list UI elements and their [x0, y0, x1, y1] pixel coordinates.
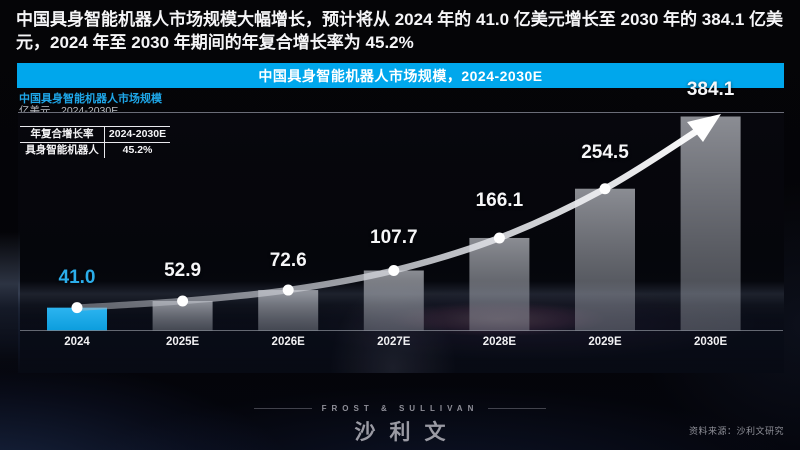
cagr-row-label: 具身智能机器人 — [25, 144, 99, 156]
chart-banner-label: 中国具身智能机器人市场规模，2024-2030E — [258, 67, 543, 84]
data-point-dot-2024 — [71, 302, 83, 314]
logo-wordmark: FROST & SULLIVAN — [321, 404, 479, 413]
axis-label-2029E: 2029E — [588, 336, 622, 348]
bars-group — [47, 116, 741, 331]
data-point-dots — [71, 183, 611, 314]
axis-label-2026E: 2026E — [271, 336, 305, 348]
page-title: 中国具身智能机器人市场规模大幅增长，预计将从 2024 年的 41.0 亿美元增… — [16, 10, 784, 52]
bar-2027E — [363, 270, 424, 331]
background-beam-decoration — [0, 112, 20, 372]
cagr-row-value: 45.2% — [104, 143, 170, 158]
cagr-table: 年复合增长率 2024-2030E 具身智能机器人 45.2% — [20, 126, 170, 158]
data-point-dot-2027E — [388, 264, 400, 276]
trend-arrowhead-icon — [687, 114, 721, 142]
source-note: 资料来源：沙利文研究 — [688, 426, 784, 436]
bar-2026E — [258, 290, 319, 331]
axis-label-2025E: 2025E — [165, 336, 200, 348]
logo-rule-right — [488, 408, 547, 409]
chart-title: 中国具身智能机器人市场规模 — [19, 93, 162, 105]
chart-banner: 中国具身智能机器人市场规模，2024-2030E — [17, 63, 784, 88]
axis-label-2030E: 2030E — [693, 336, 728, 348]
frost-sullivan-logo: FROST & SULLIVAN 沙利文 — [0, 404, 800, 446]
bar-2029E — [575, 188, 635, 331]
cagr-header-label: 年复合增长率 — [20, 127, 104, 143]
bar-2024 — [47, 307, 107, 331]
logo-wordmark-row: FROST & SULLIVAN — [0, 404, 800, 413]
value-label-2025E: 52.9 — [164, 260, 202, 282]
axis-label-2024: 2024 — [64, 336, 90, 348]
data-point-dot-2028E — [493, 232, 505, 244]
axis-label-2027E: 2027E — [377, 336, 411, 348]
axis-label-2028E: 2028E — [482, 336, 517, 348]
value-label-2024: 41.0 — [58, 266, 96, 288]
bar-2028E — [469, 237, 530, 331]
data-point-dot-2026E — [282, 284, 294, 296]
value-label-2028E: 166.1 — [475, 189, 524, 211]
data-point-dot-2029E — [599, 183, 611, 195]
value-label-2026E: 72.6 — [269, 250, 307, 272]
value-label-2029E: 254.5 — [581, 141, 629, 163]
data-point-dot-2025E — [177, 295, 189, 307]
logo-rule-left — [253, 408, 312, 409]
logo-cjk-name: 沙利文 — [354, 421, 460, 444]
bar-2030E — [680, 116, 741, 331]
value-label-2027E: 107.7 — [370, 227, 418, 249]
value-label-2030E: 384.1 — [686, 78, 735, 100]
cagr-header-value: 2024-2030E — [104, 127, 170, 143]
